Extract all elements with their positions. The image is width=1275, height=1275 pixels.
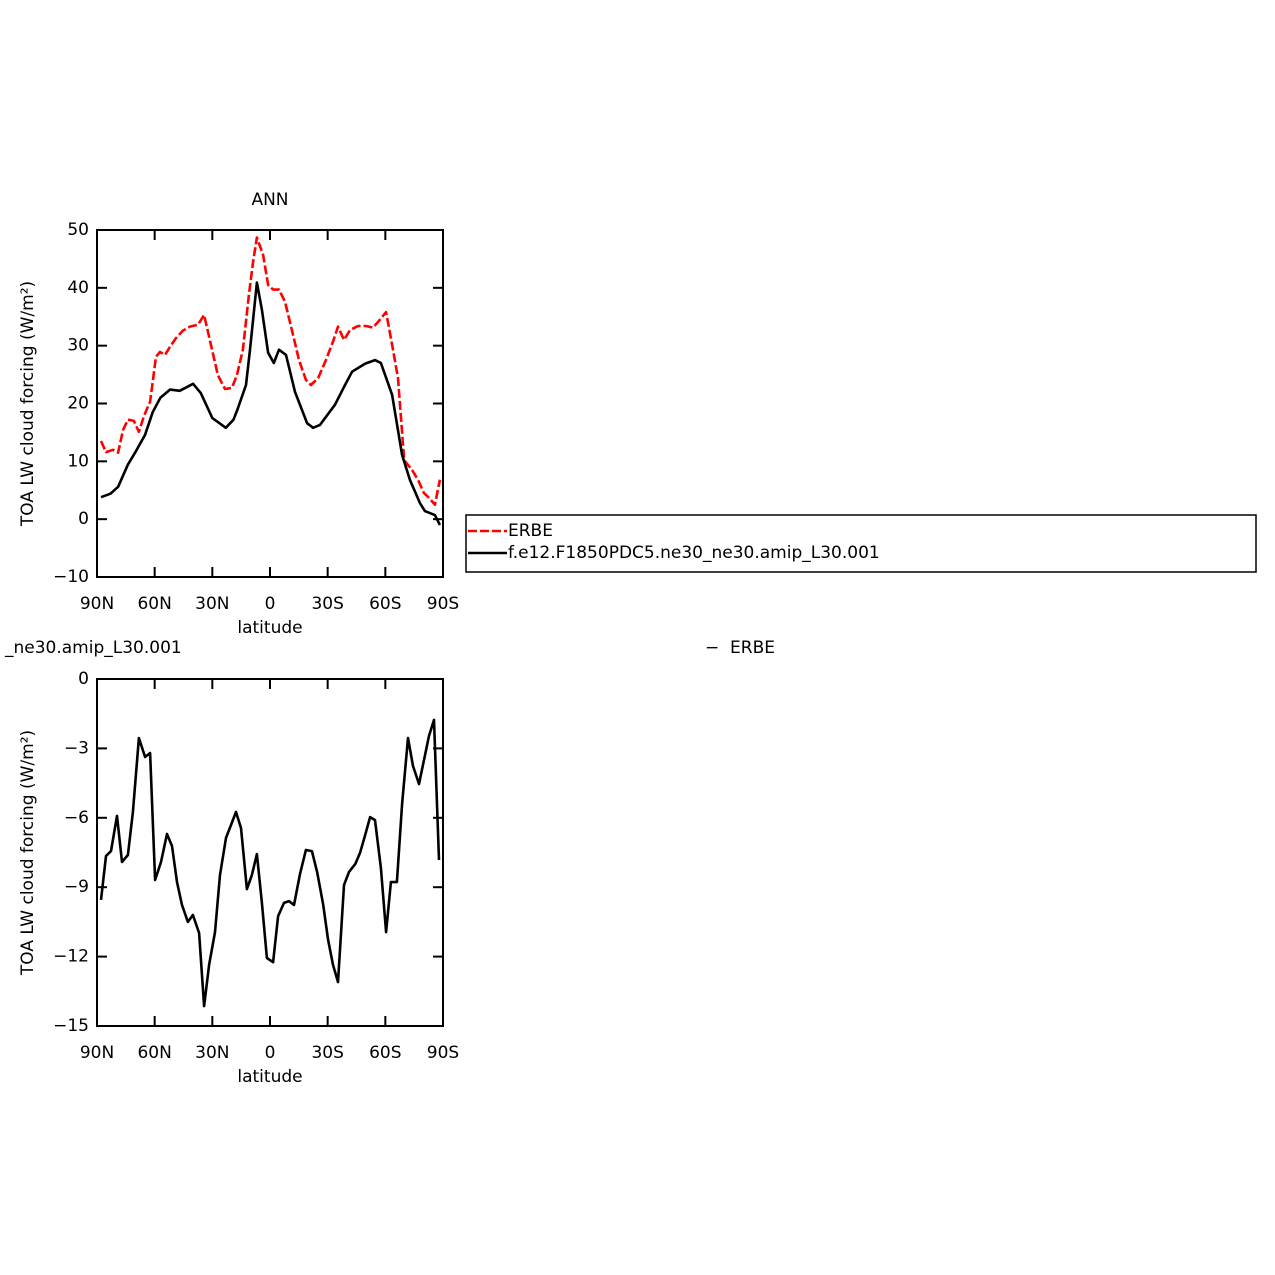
chart-title-right: − ERBE xyxy=(705,638,775,658)
y-tick-label: −15 xyxy=(53,1016,89,1036)
y-tick-label: 40 xyxy=(67,278,89,298)
legend-label: ERBE xyxy=(508,521,553,541)
x-tick-label: 60S xyxy=(369,1043,401,1063)
series-line xyxy=(99,236,442,506)
legend-label: f.e12.F1850PDC5.ne30_ne30.amip_L30.001 xyxy=(508,543,880,563)
y-axis-label: TOA LW cloud forcing (W/m²) xyxy=(18,730,38,976)
x-tick-label: 90S xyxy=(427,1043,459,1063)
series-line xyxy=(100,281,442,526)
y-tick-label: −12 xyxy=(53,947,89,967)
y-tick-label: −10 xyxy=(53,567,89,587)
x-axis-label: latitude xyxy=(237,618,302,638)
legend-box xyxy=(465,514,1257,573)
x-tick-label: 30N xyxy=(195,1043,229,1063)
y-tick-label: −6 xyxy=(64,808,89,828)
x-tick-label: 30S xyxy=(311,594,343,614)
y-axis-label: TOA LW cloud forcing (W/m²) xyxy=(18,281,38,527)
x-tick-label: 60S xyxy=(369,594,401,614)
x-axis-label: latitude xyxy=(237,1067,302,1087)
x-tick-label: 60N xyxy=(137,594,171,614)
y-tick-label: 20 xyxy=(67,394,89,414)
y-tick-label: −3 xyxy=(64,738,89,758)
x-tick-label: 90S xyxy=(427,594,459,614)
x-tick-label: 60N xyxy=(137,1043,171,1063)
y-tick-label: 50 xyxy=(67,220,89,240)
plot-frame xyxy=(96,678,444,1027)
x-tick-label: 90N xyxy=(80,1043,114,1063)
y-tick-label: 0 xyxy=(78,509,89,529)
y-tick-label: 10 xyxy=(67,451,89,471)
x-tick-label: 0 xyxy=(265,594,276,614)
x-tick-label: 90N xyxy=(80,594,114,614)
y-tick-label: −9 xyxy=(64,877,89,897)
chart-title: _ne30.amip_L30.001 xyxy=(4,638,182,658)
y-tick-label: 0 xyxy=(78,669,89,689)
series-line xyxy=(99,718,441,1008)
y-tick-label: 30 xyxy=(67,336,89,356)
chart-title: ANN xyxy=(251,190,288,210)
x-tick-label: 30N xyxy=(195,594,229,614)
x-tick-label: 30S xyxy=(311,1043,343,1063)
plot-frame xyxy=(96,229,444,578)
x-tick-label: 0 xyxy=(265,1043,276,1063)
